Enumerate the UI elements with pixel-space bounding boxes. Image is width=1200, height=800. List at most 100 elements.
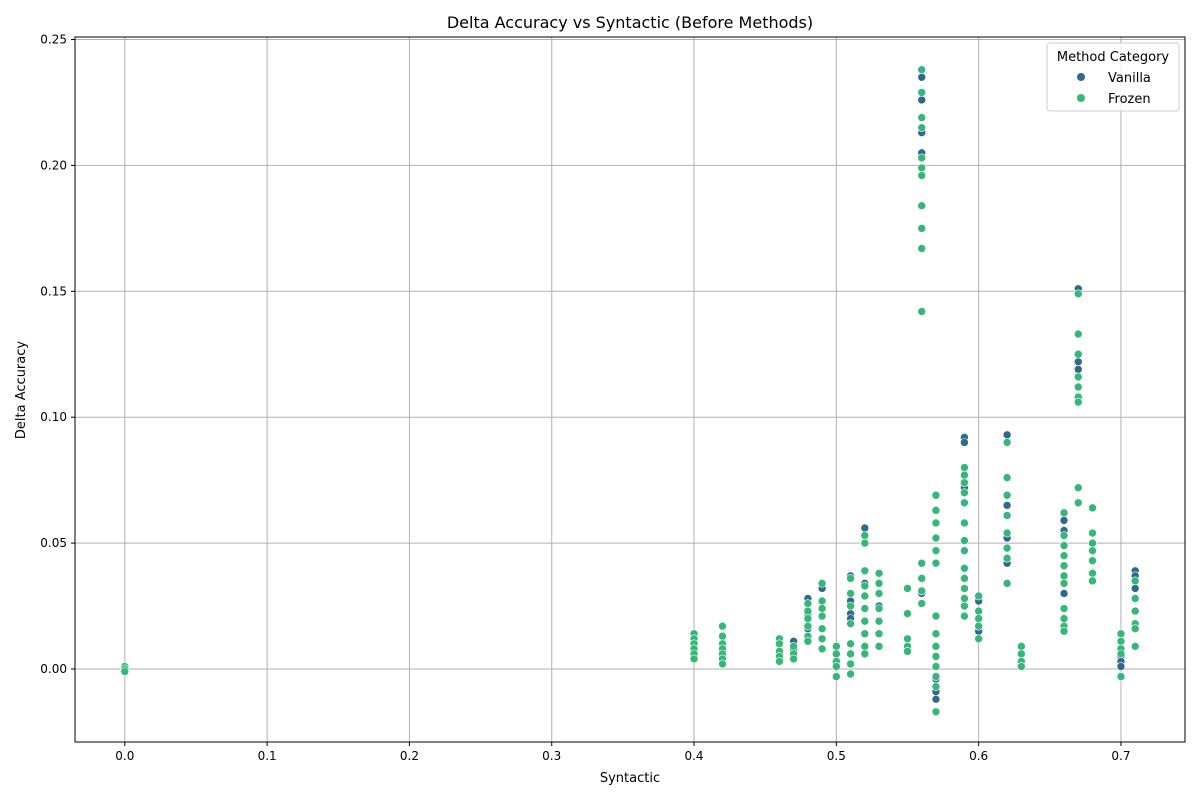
point-frozen: [1059, 579, 1069, 588]
point-frozen: [874, 629, 884, 639]
point-frozen: [917, 88, 927, 97]
legend-label-frozen: Frozen: [1108, 92, 1151, 107]
point-vanilla: [1059, 516, 1069, 525]
point-frozen: [846, 601, 855, 611]
point-frozen: [1088, 556, 1097, 566]
point-frozen: [1088, 576, 1097, 586]
point-frozen: [931, 518, 941, 528]
point-frozen: [803, 636, 813, 646]
point-frozen: [903, 609, 912, 618]
point-frozen: [931, 490, 941, 500]
legend-label-vanilla: Vanilla: [1108, 71, 1151, 86]
legend-box: [1046, 42, 1180, 112]
legend-title: Method Category: [1057, 50, 1170, 65]
point-frozen: [931, 533, 941, 543]
point-frozen: [974, 621, 983, 631]
point-frozen: [931, 558, 941, 568]
point-frozen: [860, 629, 870, 639]
point-frozen: [1116, 672, 1126, 681]
x-tick-label: 0.5: [827, 749, 846, 763]
point-vanilla: [1116, 662, 1126, 671]
point-frozen: [860, 604, 870, 613]
point-frozen: [1116, 636, 1126, 646]
point-frozen: [1116, 649, 1126, 659]
point-vanilla: [931, 694, 941, 704]
point-frozen: [775, 657, 784, 666]
legend-marker-frozen: [1077, 94, 1085, 102]
point-frozen: [917, 244, 927, 253]
point-frozen: [960, 563, 969, 573]
x-tick-label: 0.4: [684, 749, 703, 763]
point-frozen: [1017, 662, 1026, 671]
point-vanilla: [1002, 501, 1012, 510]
point-frozen: [931, 652, 941, 661]
x-tick-label: 0.1: [258, 749, 277, 763]
point-frozen: [974, 591, 983, 601]
point-frozen: [931, 662, 941, 671]
point-frozen: [903, 634, 912, 644]
point-frozen: [860, 531, 870, 540]
point-frozen: [718, 631, 727, 641]
point-frozen: [846, 669, 855, 679]
point-frozen: [860, 591, 870, 601]
point-frozen: [1088, 538, 1097, 548]
point-frozen: [832, 649, 841, 659]
point-frozen: [860, 649, 870, 659]
grid: [75, 37, 1185, 742]
point-frozen: [1088, 546, 1097, 555]
y-tick-label: 0.05: [40, 536, 67, 550]
point-frozen: [803, 614, 813, 623]
point-vanilla: [1130, 584, 1140, 593]
point-frozen: [931, 642, 941, 651]
point-frozen: [974, 606, 983, 616]
point-vanilla: [1059, 589, 1069, 598]
point-frozen: [860, 566, 870, 576]
point-frozen: [903, 647, 912, 656]
point-frozen: [1059, 614, 1069, 623]
point-frozen: [917, 574, 927, 583]
point-frozen: [832, 642, 841, 651]
y-tick-label: 0.25: [40, 33, 67, 47]
point-frozen: [1059, 626, 1069, 636]
point-frozen: [1088, 528, 1097, 538]
point-frozen: [1002, 553, 1012, 563]
y-tick-label: 0.15: [40, 284, 67, 298]
x-tick-label: 0.3: [542, 749, 561, 763]
point-vanilla: [960, 438, 969, 447]
chart-title: Delta Accuracy vs Syntactic (Before Meth…: [447, 13, 813, 32]
point-frozen: [1059, 571, 1069, 581]
point-frozen: [689, 654, 699, 664]
point-frozen: [874, 616, 884, 626]
point-frozen: [960, 611, 969, 621]
plot-frame: [74, 36, 1186, 743]
point-frozen: [832, 662, 841, 671]
point-frozen: [917, 307, 927, 316]
point-frozen: [917, 201, 927, 210]
point-frozen: [960, 463, 969, 472]
point-frozen: [931, 672, 941, 681]
point-frozen: [1130, 624, 1140, 633]
point-frozen: [960, 518, 969, 528]
point-frozen: [718, 659, 727, 669]
point-frozen: [917, 113, 927, 122]
point-frozen: [917, 163, 927, 173]
point-frozen: [846, 619, 855, 628]
point-frozen: [960, 574, 969, 583]
y-axis-ticks: 0.00 0.05 0.10 0.15 0.20 0.25: [40, 33, 75, 676]
point-frozen: [1002, 438, 1012, 447]
point-frozen: [1059, 561, 1069, 571]
point-frozen: [931, 707, 941, 717]
point-vanilla: [1002, 430, 1012, 440]
point-frozen: [931, 506, 941, 515]
point-frozen: [846, 589, 855, 598]
point-frozen: [917, 558, 927, 568]
point-frozen: [1002, 543, 1012, 553]
point-frozen: [931, 629, 941, 639]
point-frozen: [960, 546, 969, 555]
point-frozen: [817, 634, 827, 644]
x-axis-ticks: 0.0 0.1 0.2 0.3 0.4 0.5 0.6 0.7: [115, 742, 1131, 763]
point-frozen: [846, 639, 855, 649]
point-frozen: [974, 614, 983, 623]
